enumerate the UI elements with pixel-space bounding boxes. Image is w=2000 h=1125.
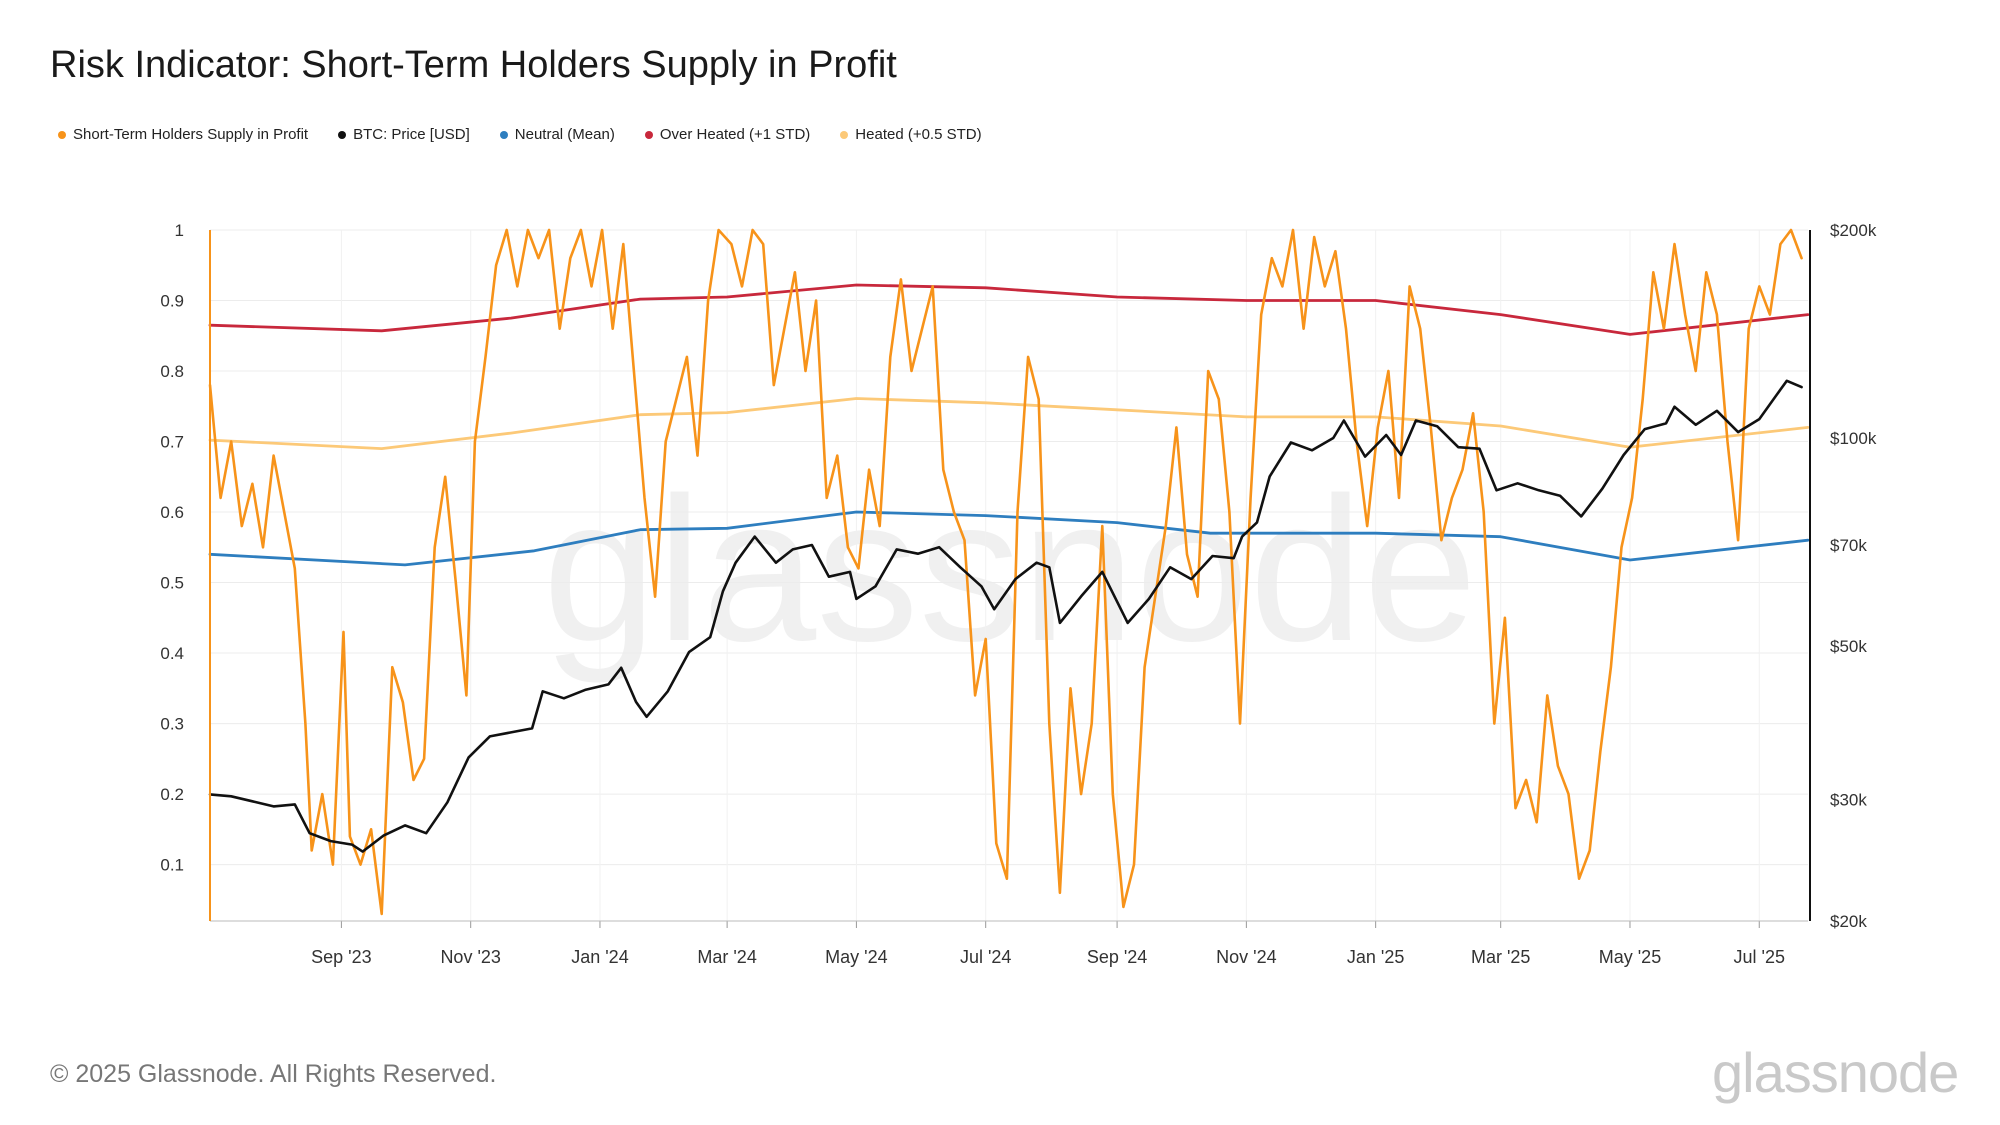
y-left-tick-label: 0.6 bbox=[160, 503, 184, 522]
legend-dot-icon bbox=[644, 130, 653, 139]
legend-label: Over Heated (+1 STD) bbox=[659, 126, 811, 143]
x-tick-label: Sep '24 bbox=[1087, 947, 1148, 967]
series-line-sth-supply-in-profit bbox=[208, 228, 1803, 916]
legend-item-sth-supply-in-profit[interactable]: Short-Term Holders Supply in Profit bbox=[58, 126, 308, 143]
y-right-tick-label: $50k bbox=[1830, 637, 1867, 656]
x-tick-label: Nov '23 bbox=[440, 947, 500, 967]
legend-label: Short-Term Holders Supply in Profit bbox=[73, 126, 309, 143]
y-left-tick-label: 0.4 bbox=[160, 644, 184, 663]
legend-label: Neutral (Mean) bbox=[514, 126, 615, 143]
legend-dot-icon bbox=[840, 130, 849, 139]
y-right-tick-label: $70k bbox=[1830, 536, 1867, 555]
y-left-tick-label: 0.5 bbox=[160, 574, 184, 593]
x-tick-label: Sep '23 bbox=[311, 947, 372, 967]
series-line-neutral-mean bbox=[208, 510, 1810, 567]
chart-series bbox=[208, 228, 1810, 916]
legend-dot-icon bbox=[499, 130, 508, 139]
x-tick-label: Mar '25 bbox=[1471, 947, 1530, 967]
legend-item-neutral-mean[interactable]: Neutral (Mean) bbox=[499, 126, 615, 143]
y-left-tick-label: 0.1 bbox=[160, 856, 184, 875]
x-tick-label: Nov '24 bbox=[1216, 947, 1276, 967]
x-tick-label: Mar '24 bbox=[697, 947, 756, 967]
y-left-tick-label: 0.7 bbox=[160, 433, 184, 452]
series-line-over-heated bbox=[208, 283, 1810, 336]
copyright-footer: © 2025 Glassnode. All Rights Reserved. bbox=[50, 1060, 497, 1088]
series-line-heated bbox=[208, 397, 1810, 450]
y-left-tick-label: 0.2 bbox=[160, 785, 184, 804]
x-tick-label: May '24 bbox=[825, 947, 887, 967]
legend-label: Heated (+0.5 STD) bbox=[855, 126, 982, 143]
legend-item-btc-price[interactable]: BTC: Price [USD] bbox=[338, 126, 470, 143]
y-left-tick-label: 0.9 bbox=[160, 292, 184, 311]
legend-item-heated[interactable]: Heated (+0.5 STD) bbox=[840, 126, 982, 143]
legend-label: BTC: Price [USD] bbox=[353, 126, 470, 143]
y-left-tick-label: 1 bbox=[175, 221, 184, 240]
y-right-tick-label: $20k bbox=[1830, 912, 1867, 931]
chart-watermark: glassnode bbox=[543, 455, 1478, 684]
y-right-tick-label: $30k bbox=[1830, 790, 1867, 809]
chart-title: Risk Indicator: Short-Term Holders Suppl… bbox=[50, 44, 897, 86]
y-right-tick-label: $200k bbox=[1830, 221, 1877, 240]
y-right-tick-label: $100k bbox=[1830, 429, 1877, 448]
x-tick-label: Jul '25 bbox=[1734, 947, 1785, 967]
x-tick-label: May '25 bbox=[1599, 947, 1661, 967]
chart-legend: Short-Term Holders Supply in Profit BTC: … bbox=[58, 126, 982, 143]
x-tick-label: Jan '24 bbox=[571, 947, 628, 967]
x-tick-label: Jan '25 bbox=[1347, 947, 1404, 967]
x-tick-label: Jul '24 bbox=[960, 947, 1011, 967]
chart-canvas: glassnode 1 0.9 0.8 0.7 0.6 0.5 0.4 0.3 0.2 0.1 $2… bbox=[160, 221, 1876, 967]
legend-dot-icon bbox=[58, 130, 66, 139]
series-line-btc-price bbox=[208, 379, 1803, 853]
y-left-tick-label: 0.3 bbox=[160, 715, 184, 734]
legend-dot-icon bbox=[338, 130, 347, 139]
legend-item-over-heated[interactable]: Over Heated (+1 STD) bbox=[644, 126, 811, 143]
y-left-tick-label: 0.8 bbox=[160, 362, 184, 381]
brand-logo: glassnode bbox=[1712, 1041, 1959, 1104]
chart-axes: 1 0.9 0.8 0.7 0.6 0.5 0.4 0.3 0.2 0.1 $200k $100k $7… bbox=[160, 221, 1876, 967]
